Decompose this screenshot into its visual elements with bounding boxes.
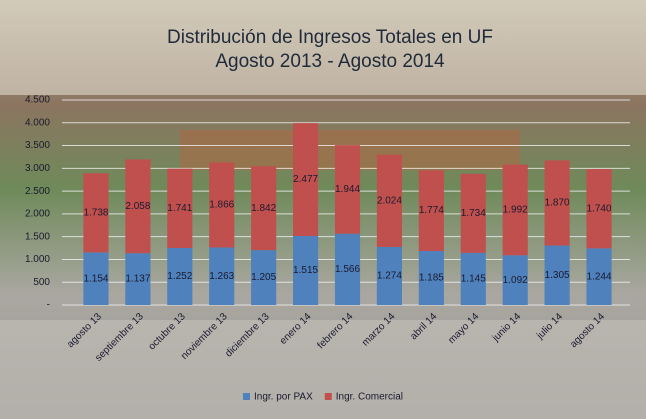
value-label: 1.185 [419, 273, 444, 284]
y-tick-label: 3.500 [25, 140, 50, 151]
value-label: 1.244 [587, 271, 612, 282]
y-tick-label: 4.000 [25, 117, 50, 128]
y-tick-label: - [47, 300, 50, 311]
value-label: 1.738 [83, 207, 108, 218]
value-label: 1.145 [461, 274, 486, 285]
value-label: 1.154 [83, 273, 108, 284]
value-label: 1.870 [545, 198, 570, 209]
value-label: 1.274 [377, 271, 402, 282]
chart-title: Distribución de Ingresos Totales en UF [167, 27, 493, 48]
value-label: 1.842 [251, 203, 276, 214]
y-tick-label: 500 [33, 277, 50, 288]
y-tick-label: 1.000 [25, 254, 50, 265]
y-tick-label: 4.500 [25, 95, 50, 106]
value-label: 2.477 [293, 174, 318, 185]
value-label: 1.740 [587, 203, 612, 214]
value-label: 2.024 [377, 196, 402, 207]
y-tick-label: 2.000 [25, 209, 50, 220]
value-label: 1.137 [125, 274, 150, 285]
value-label: 1.566 [335, 264, 360, 275]
value-label: 1.992 [503, 205, 528, 216]
legend-label: Ingr. Comercial [336, 392, 403, 403]
value-label: 1.515 [293, 265, 318, 276]
value-label: 1.741 [167, 203, 192, 214]
value-label: 1.092 [503, 275, 528, 286]
value-label: 1.734 [461, 208, 486, 219]
y-tick-label: 2.500 [25, 186, 50, 197]
value-label: 1.263 [209, 271, 234, 282]
value-label: 1.205 [251, 272, 276, 283]
legend-label: Ingr. por PAX [254, 392, 313, 403]
value-label: 1.944 [335, 184, 360, 195]
value-label: 2.058 [125, 201, 150, 212]
chart: Distribución de Ingresos Totales en UF A… [0, 0, 646, 419]
legend-swatch [325, 393, 332, 400]
y-tick-label: 1.500 [25, 231, 50, 242]
chart-subtitle: Agosto 2013 - Agosto 2014 [215, 51, 445, 72]
y-tick-label: 3.000 [25, 163, 50, 174]
legend-swatch [243, 393, 250, 400]
value-label: 1.774 [419, 205, 444, 216]
value-label: 1.866 [209, 200, 234, 211]
value-label: 1.252 [167, 271, 192, 282]
value-label: 1.305 [545, 270, 570, 281]
